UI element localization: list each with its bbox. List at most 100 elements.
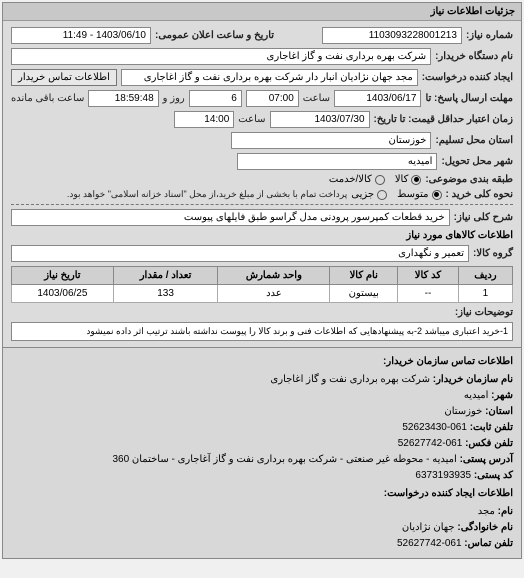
radio-khedmat[interactable]: کالا/خدمت [329,174,385,185]
contact-line-fname: نام: مجد [11,504,513,520]
c-lname-value: جهان نژادیان [402,522,455,533]
row-buyer: نام دستگاه خریدار: شرکت بهره برداری نفت … [11,48,513,65]
contact-line-fax: تلفن فکس: 061-52627742 [11,436,513,452]
contact-line-ctel: تلفن تماس: 061-52627742 [11,536,513,552]
time-remaining: 18:59:48 [88,90,158,107]
panel-title: جزئیات اطلاعات نیاز [3,3,521,21]
radio-dot-icon [375,175,385,185]
contact-title: اطلاعات تماس سازمان خریدار: [11,354,513,370]
c-fname-label: نام: [498,506,513,517]
desc-text: خرید قطعات کمپرسور پرودنی مدل گراسو طبق … [11,209,450,226]
c-postal-label: کد پستی: [474,470,513,481]
days-and-label: روز و [163,93,185,104]
desc-label: شرح کلی نیاز: [454,212,513,223]
contact-line-city: شهر: امیدیه [11,388,513,404]
row-city: شهر محل تحویل: امیدیه [11,153,513,170]
valid-date: 1403/07/30 [270,111,370,128]
time-label-2: ساعت [238,114,265,125]
row-need-no: شماره نیاز: 1103093228001213 تاریخ و ساع… [11,27,513,44]
c-province-label: استان: [485,406,513,417]
row-deadline: مهلت ارسال پاسخ: تا 1403/06/17 ساعت 07:0… [11,90,513,107]
radio-dot-icon [377,190,387,200]
table-header-row: ردیف کد کالا نام کالا واحد شمارش تعداد /… [12,267,513,285]
cell-row: 1 [458,285,512,303]
note-box: 1-خرید اعتباری میباشد 2-به پیشنهادهایی ک… [11,322,513,341]
contact-line-lname: نام خانوادگی: جهان نژادیان [11,520,513,536]
radio-partial[interactable]: جزیی [351,189,387,200]
budget-label: طبقه بندی موضوعی: [425,174,513,185]
buyer-value: شرکت بهره برداری نفت و گاز اغاجاری [11,48,431,65]
col-code: کد کالا [398,267,459,285]
purchase-note: پرداخت تمام با بخشی از مبلغ خرید،از محل … [67,189,347,200]
need-no-label: شماره نیاز: [466,30,513,41]
col-qty: تعداد / مقدار [113,267,218,285]
separator [11,204,513,205]
c-ctel-value: 061-52627742 [397,538,462,549]
radio-dot-icon [411,175,421,185]
row-note: توضیحات نیاز: [11,307,513,318]
days-remaining: 6 [189,90,242,107]
cell-date: 1403/06/25 [12,285,114,303]
pub-datetime-label: تاریخ و ساعت اعلان عمومی: [155,30,274,41]
org-label: نام سازمان خریدار: [433,374,513,385]
creator-hdr: اطلاعات ایجاد کننده درخواست: [11,486,513,502]
purchase-type-label: نحوه کلی خرید : [446,189,513,200]
row-validity: زمان اعتبار حداقل قیمت: تا تاریخ: 1403/0… [11,111,513,128]
col-name: نام کالا [330,267,398,285]
cell-unit: عدد [218,285,330,303]
province-value: خوزستان [231,132,431,149]
details-panel: جزئیات اطلاعات نیاز شماره نیاز: 11030932… [2,2,522,559]
c-lname-label: نام خانوادگی: [457,522,513,533]
col-date: تاریخ نیاز [12,267,114,285]
budget-radio-group: کالا کالا/خدمت [329,174,421,185]
valid-label: زمان اعتبار حداقل قیمت: تا تاریخ: [374,114,513,125]
c-fax-label: تلفن فکس: [465,438,513,449]
group-label: گروه کالا: [473,248,513,259]
requester-label: ایجاد کننده درخواست: [422,72,513,83]
row-requester: ایجاد کننده درخواست: مجد جهان نژادیان ان… [11,69,513,86]
time-label-1: ساعت [303,93,330,104]
contact-line-tel: تلفن ثابت: 061-52623430 [11,420,513,436]
goods-title: اطلاعات کالاهای مورد نیاز [11,230,513,241]
cell-qty: 133 [113,285,218,303]
c-city-label: شهر: [491,390,513,401]
radio-khedmat-label: کالا/خدمت [329,174,372,185]
c-tel-value: 061-52623430 [402,422,467,433]
purchase-type-radio-group: متوسط جزیی [351,189,441,200]
c-fax-value: 061-52627742 [398,438,463,449]
row-province: استان محل تسلیم: خوزستان [11,132,513,149]
radio-kala-label: کالا [395,174,409,185]
radio-partial-label: جزیی [351,189,374,200]
contact-block: اطلاعات تماس سازمان خریدار: نام سازمان خ… [3,347,521,558]
row-desc: شرح کلی نیاز: خرید قطعات کمپرسور پرودنی … [11,209,513,226]
c-city-value: امیدیه [464,390,489,401]
contact-line-org: نام سازمان خریدار: شرکت بهره برداری نفت … [11,372,513,388]
pub-datetime-value: 1403/06/10 - 11:49 [11,27,151,44]
deadline-label: مهلت ارسال پاسخ: تا [425,93,513,104]
contact-line-province: استان: خوزستان [11,404,513,420]
table-row: 1 -- بیستون عدد 133 1403/06/25 [12,285,513,303]
cell-name: بیستون [330,285,398,303]
radio-dot-icon [432,190,442,200]
row-purchase-type: نحوه کلی خرید : متوسط جزیی پرداخت تمام ب… [11,189,513,200]
col-unit: واحد شمارش [218,267,330,285]
requester-value: مجد جهان نژادیان انبار دار شرکت بهره برد… [121,69,418,86]
note-label: توضیحات نیاز: [455,307,513,318]
items-table: ردیف کد کالا نام کالا واحد شمارش تعداد /… [11,266,513,303]
deadline-time: 07:00 [246,90,299,107]
group-value: تعمیر و نگهداری [11,245,469,262]
c-fname-value: مجد [478,506,495,517]
radio-kala[interactable]: کالا [395,174,422,185]
col-row: ردیف [458,267,512,285]
cell-code: -- [398,285,459,303]
form-area: شماره نیاز: 1103093228001213 تاریخ و ساع… [3,21,521,347]
time-left-label: ساعت باقی مانده [11,93,84,104]
buyer-label: نام دستگاه خریدار: [435,51,513,62]
province-label: استان محل تسلیم: [435,135,513,146]
contact-buyer-button[interactable]: اطلاعات تماس خریدار [11,69,117,86]
radio-avg[interactable]: متوسط [397,189,441,200]
c-addr-label: آدرس پستی: [460,454,513,465]
city-label: شهر محل تحویل: [441,156,513,167]
need-no-value: 1103093228001213 [322,27,462,44]
row-group: گروه کالا: تعمیر و نگهداری [11,245,513,262]
